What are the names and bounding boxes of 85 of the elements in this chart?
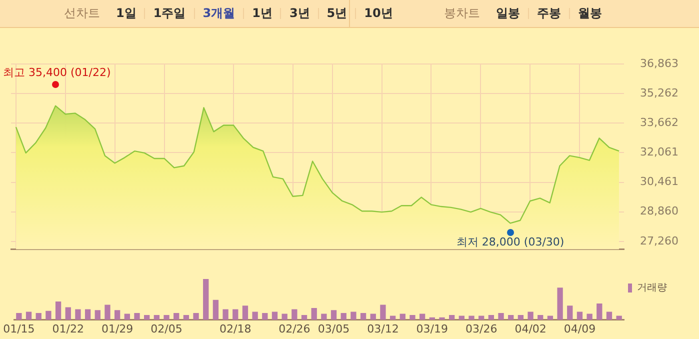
bar (538, 314, 544, 320)
bar (350, 312, 356, 320)
text: 3년 (280, 6, 318, 20)
bar (134, 312, 140, 320)
x-tick-label: 04/02 (514, 322, 546, 336)
x-tick-label: 03/19 (416, 322, 448, 336)
bar (557, 288, 563, 320)
text: 1일 (115, 6, 138, 20)
bar (94, 310, 100, 320)
text: 주봉 (528, 6, 569, 20)
bar (576, 312, 583, 320)
bar (144, 314, 150, 320)
bar (360, 312, 366, 320)
bar (528, 312, 534, 320)
bar (36, 312, 42, 320)
bar (193, 312, 199, 320)
text: 1주일 (144, 6, 194, 20)
bar (114, 310, 120, 320)
x-tick-label: 03/12 (367, 322, 399, 336)
bar (65, 307, 71, 320)
bar (498, 312, 504, 320)
bar (272, 312, 278, 320)
bar (410, 314, 416, 320)
bar (232, 309, 238, 320)
text: 10년 (355, 6, 401, 20)
bar (212, 300, 219, 320)
bar (321, 314, 327, 320)
x-tick-label: 03/26 (465, 322, 498, 336)
x-tick-label: 02/26 (278, 322, 310, 336)
bar (586, 314, 592, 320)
bar (468, 316, 474, 320)
bar (154, 314, 160, 320)
text: 5년 (318, 6, 356, 20)
bar (380, 304, 386, 320)
bar (449, 314, 455, 320)
bar (518, 314, 524, 320)
bar (46, 310, 52, 320)
bar (203, 279, 209, 320)
y-tick-label: 32,061 (640, 146, 678, 159)
bar (282, 314, 288, 320)
text: 1년 (243, 6, 280, 20)
x-tick-label: 04/09 (564, 322, 596, 336)
bar (567, 306, 573, 320)
bar (164, 314, 170, 320)
y-tick-label: 27,260 (640, 234, 678, 248)
bar (75, 309, 81, 320)
bar (292, 309, 298, 320)
text: 3개월 (194, 6, 244, 20)
y-tick-label: 36,863 (640, 56, 678, 70)
bar (55, 302, 62, 320)
x-tick-label: 01/22 (52, 322, 84, 336)
bar (488, 314, 494, 320)
bar (311, 308, 317, 320)
bar (84, 309, 91, 320)
bar (26, 312, 32, 320)
x-tick-label: 02/05 (150, 322, 182, 336)
text: 월봉 (569, 6, 610, 20)
bar (301, 314, 308, 320)
bar (252, 312, 258, 320)
x-tick-label: 01/15 (3, 322, 35, 336)
annotation: 최저 28,000 (03/30) (456, 236, 564, 249)
y-tick-label: 30,461 (640, 175, 678, 188)
x-tick-label: 02/18 (220, 322, 252, 336)
y-tick-label: 28,860 (640, 204, 678, 218)
bar (104, 304, 110, 320)
bar (606, 312, 612, 320)
bar (222, 309, 228, 320)
bar (16, 312, 22, 320)
bar (262, 312, 268, 320)
text: 봉차트 (444, 6, 481, 20)
legend-label: 거래량 (637, 282, 667, 294)
x-tick-label: 03/05 (318, 322, 350, 336)
bar (183, 314, 190, 320)
x-tick-label: 01/29 (101, 322, 134, 336)
bar (340, 312, 346, 320)
text: 선차트 (64, 6, 101, 20)
bar (508, 314, 514, 320)
bar (596, 304, 602, 320)
bar (330, 310, 337, 320)
y-tick-label: 35,262 (640, 86, 678, 100)
text: 일봉 (495, 6, 521, 20)
bar (174, 312, 180, 320)
y-tick-label: 33,662 (640, 116, 678, 130)
bar (242, 306, 248, 320)
annotation: 최고 35,400 (01/22) (3, 66, 111, 80)
